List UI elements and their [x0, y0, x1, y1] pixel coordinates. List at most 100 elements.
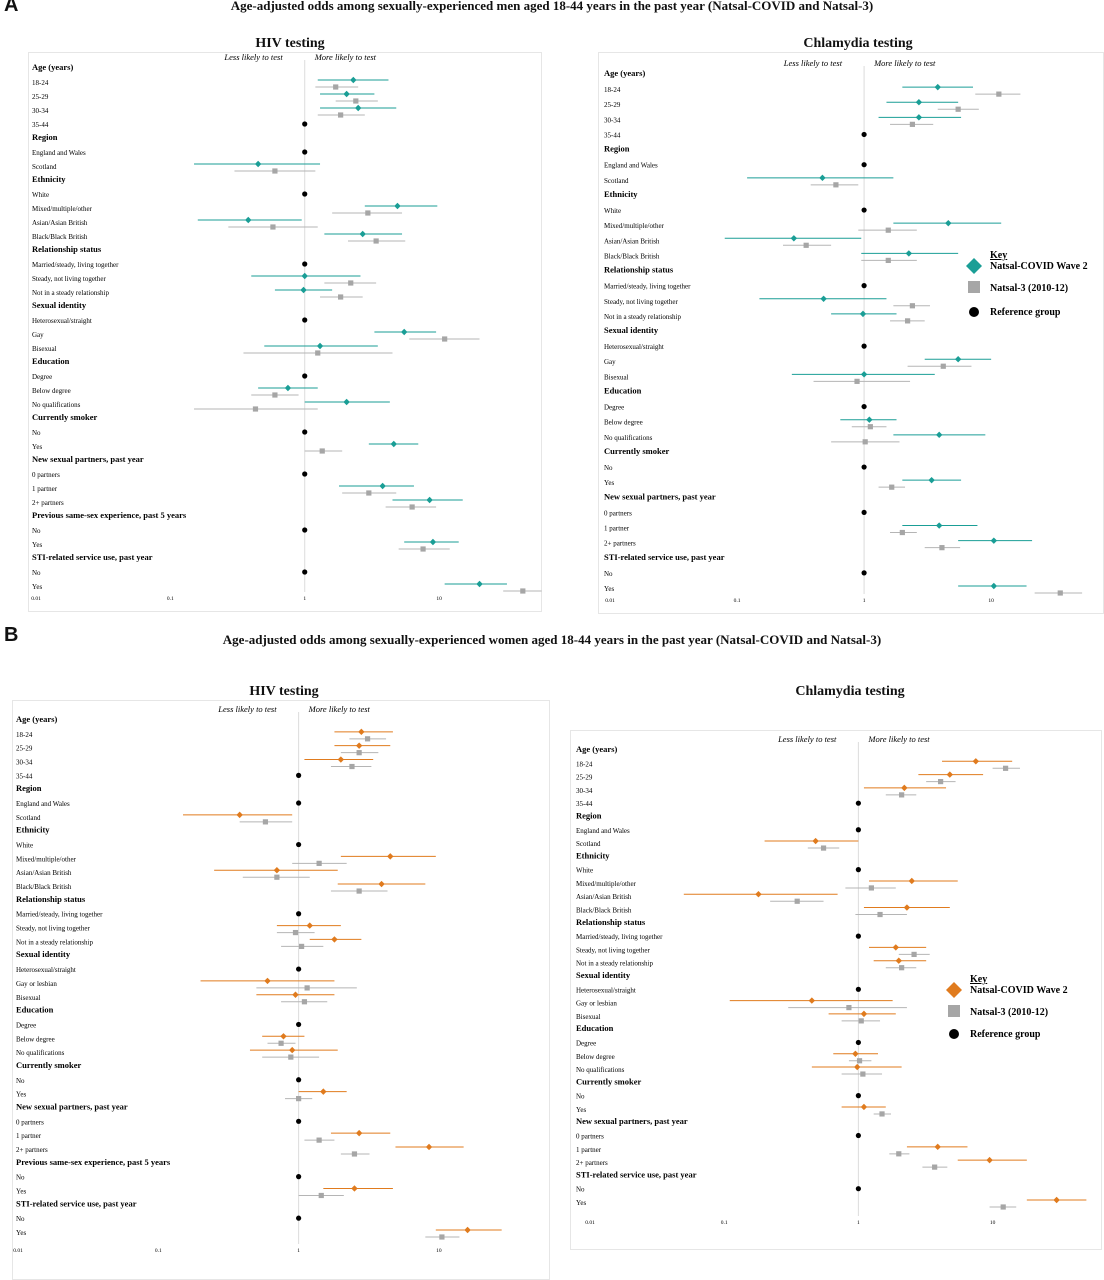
natsal3-estimate-point [409, 504, 415, 510]
less-likely-label: Less likely to test [777, 734, 837, 744]
covid-estimate-point [755, 891, 762, 898]
row-label: Mixed/multiple/other [576, 880, 637, 888]
natsal3-estimate-point [846, 1004, 852, 1011]
row-label: 0 partners [32, 471, 60, 479]
covid-estimate-point [343, 398, 350, 406]
key-men: Key Natsal-COVID Wave 2 Natsal-3 (2010-1… [966, 250, 1096, 333]
natsal3-estimate-point [366, 490, 372, 496]
men-hiv-chart-title: HIV testing [255, 36, 325, 51]
row-label: Yes [604, 585, 614, 593]
row-label: Steady, not living together [576, 946, 650, 954]
category-header: Sexual identity [604, 325, 659, 335]
natsal3-estimate-point [301, 999, 308, 1005]
covid-estimate-point [903, 904, 911, 911]
row-label: Degree [576, 1039, 596, 1047]
natsal3-estimate-point [955, 106, 961, 112]
covid-estimate-point [358, 728, 365, 736]
row-label: No qualifications [16, 1049, 65, 1057]
reference-point [855, 933, 861, 939]
row-label: 18-24 [32, 79, 49, 87]
category-header: Sexual identity [16, 949, 71, 959]
natsal3-estimate-point [333, 84, 339, 90]
key-men-ref-label: Reference group [990, 307, 1061, 318]
reference-point [861, 343, 867, 349]
row-label: Steady, not living together [32, 275, 106, 283]
natsal3-estimate-point [940, 363, 946, 369]
row-label: Not in a steady relationship [16, 938, 93, 946]
covid-estimate-point [895, 957, 902, 964]
row-label: Heterosexual/straight [32, 317, 92, 325]
reference-point [861, 403, 867, 410]
row-label: 35-44 [32, 121, 49, 129]
covid-estimate-point [273, 867, 281, 874]
row-label: Steady, not living together [16, 925, 90, 933]
row-label: No [16, 1174, 25, 1182]
reference-point [296, 841, 302, 848]
covid-estimate-point [394, 202, 401, 210]
row-label: Scotland [604, 177, 629, 185]
category-header: Previous same-sex experience, past 5 yea… [16, 1157, 171, 1167]
natsal3-estimate-point [292, 929, 299, 936]
key-women-ref-label: Reference group [970, 1029, 1041, 1040]
covid-estimate-point [908, 877, 915, 885]
covid-estimate-point [359, 230, 366, 238]
key-women-covid-label: Natsal-COVID Wave 2 [970, 985, 1068, 996]
covid-estimate-point [852, 1050, 859, 1057]
row-label: Married/steady, living together [16, 911, 103, 919]
reference-point [861, 162, 867, 168]
covid-estimate-point [301, 272, 308, 280]
natsal3-estimate-point [520, 588, 526, 594]
row-label: White [32, 191, 49, 199]
covid-estimate-point [426, 496, 433, 504]
covid-estimate-point [808, 997, 816, 1004]
row-label: No [576, 1093, 585, 1101]
reference-point [302, 429, 308, 435]
key-men-n3-label: Natsal-3 (2010-12) [990, 283, 1068, 294]
category-header: Education [16, 1005, 54, 1015]
key-women-heading: Key [970, 974, 987, 985]
row-label: No [16, 1077, 25, 1085]
row-label: 25-29 [576, 774, 593, 782]
row-label: England and Wales [16, 800, 70, 808]
natsal3-estimate-point [356, 888, 362, 894]
natsal3-estimate-point [904, 318, 911, 324]
row-label: 1 partner [16, 1132, 42, 1140]
category-header: Age (years) [16, 714, 57, 724]
row-label: Not in a steady relationship [32, 289, 109, 297]
women-chlamydia-chart-title: Chlamydia testing [795, 684, 905, 699]
covid-estimate-point [945, 219, 952, 227]
reference-point [855, 1186, 861, 1192]
key-men-n3-square [968, 281, 980, 293]
row-label: White [576, 867, 593, 875]
reference-point [302, 191, 308, 197]
natsal3-estimate-point [820, 845, 827, 851]
natsal3-estimate-point [889, 484, 895, 490]
category-header: Relationship status [16, 894, 86, 904]
key-women-covid-diamond [946, 982, 962, 998]
row-label: Black/Black British [604, 252, 660, 260]
row-label: 0 partners [16, 1118, 44, 1126]
reference-point [302, 121, 308, 127]
row-label: Scotland [32, 163, 57, 171]
row-label: Gay [32, 331, 44, 339]
natsal3-estimate-point [939, 545, 945, 551]
row-label: Below degree [32, 387, 71, 395]
natsal3-estimate-point [316, 1137, 322, 1143]
row-label: Married/steady, living together [576, 933, 663, 941]
row-label: Heterosexual/straight [604, 343, 664, 351]
natsal3-estimate-point [439, 1234, 445, 1240]
covid-estimate-point [954, 356, 962, 363]
category-header: Region [32, 132, 58, 142]
row-label: No [16, 1215, 25, 1223]
x-tick-label: 0.01 [585, 1220, 595, 1226]
men-chlamydia-forest-plot: Less likely to test More likely to test 0.… [604, 58, 1083, 604]
row-label: Black/Black British [576, 907, 632, 915]
key-men-symbols: Key Natsal-COVID Wave 2 Natsal-3 (2010-1… [966, 250, 1088, 318]
row-label: Married/steady, living together [604, 283, 691, 291]
row-label: Not in a steady relationship [604, 313, 681, 321]
less-likely-label: Less likely to test [223, 52, 283, 62]
row-label: 1 partner [32, 485, 58, 493]
covid-estimate-point [355, 742, 363, 749]
row-label: 35-44 [16, 772, 33, 780]
reference-point [296, 1118, 302, 1124]
